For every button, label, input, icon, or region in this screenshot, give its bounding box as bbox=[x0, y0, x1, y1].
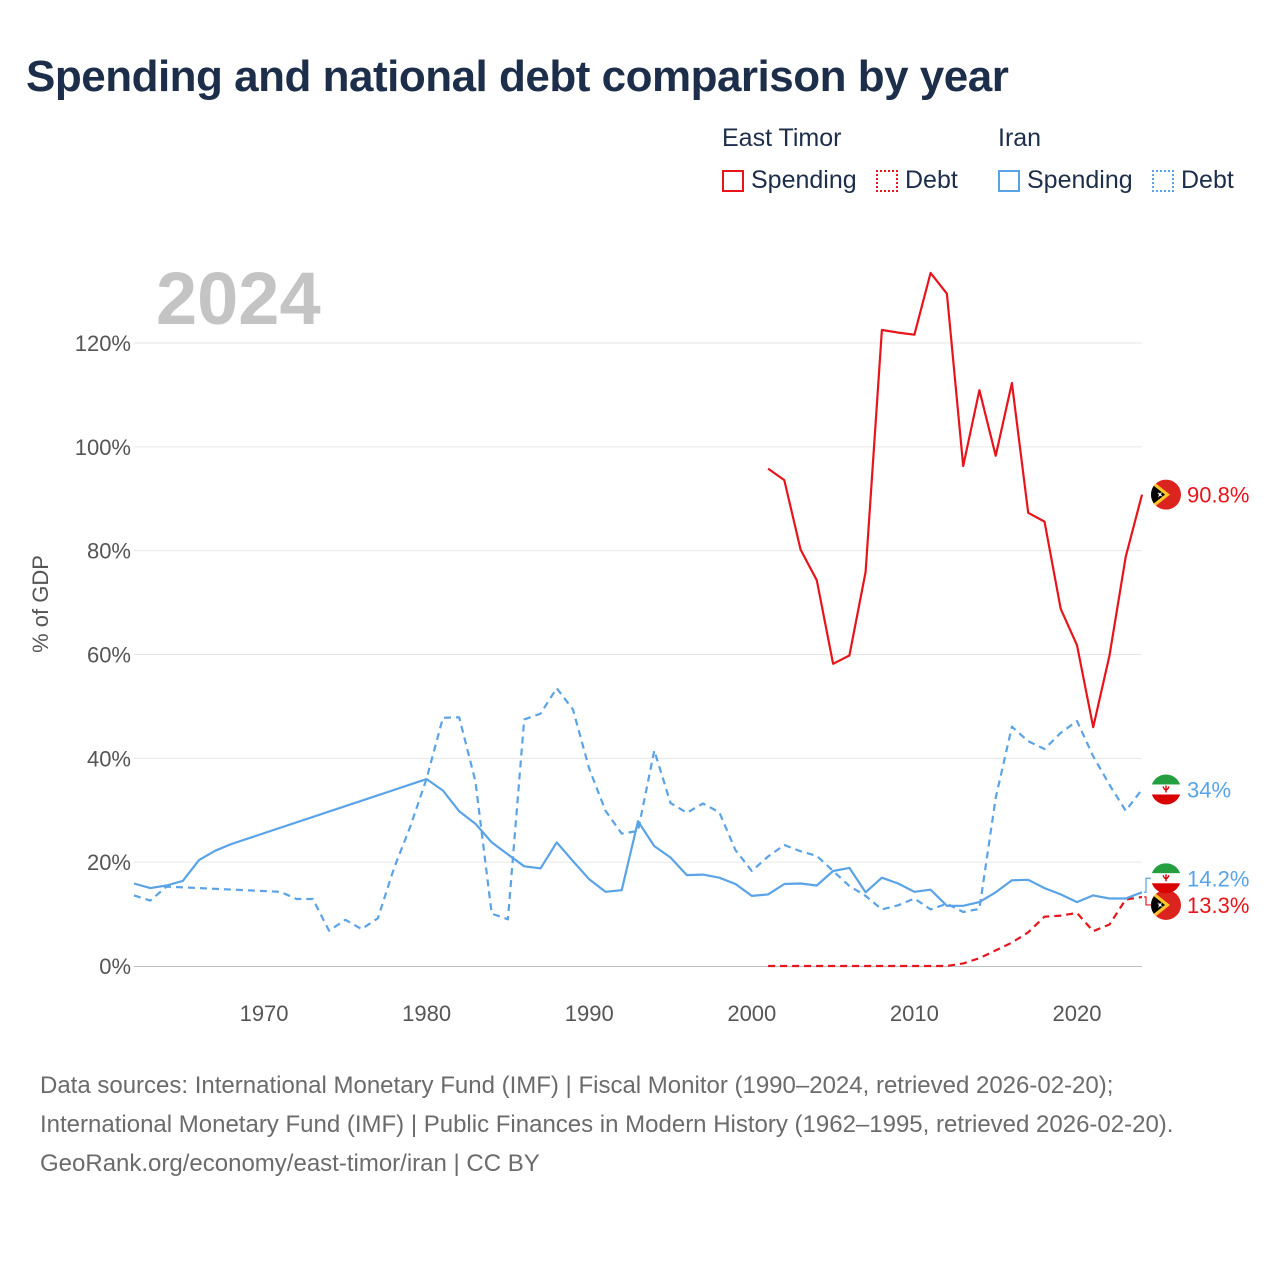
end-marker-east-timor-debt: 13.3% bbox=[1144, 889, 1249, 920]
footer: Data sources: International Monetary Fun… bbox=[40, 1066, 1240, 1183]
y-tick-label: 0% bbox=[99, 954, 131, 979]
end-marker-iran-debt: 34% bbox=[1151, 774, 1231, 805]
x-axis-ticks: 1970 1980 1990 2000 2010 2020 bbox=[240, 1001, 1102, 1026]
y-tick-label: 80% bbox=[87, 539, 131, 564]
series-line-iran-spending[interactable] bbox=[133, 778, 1143, 907]
east-timor-flag-icon bbox=[1151, 479, 1181, 510]
y-axis-ticks: 0% 20% 40% 60% 80% 100% 120% bbox=[75, 331, 131, 979]
y-tick-label: 100% bbox=[75, 435, 131, 460]
legend-item-east-timor-spending[interactable]: Spending bbox=[722, 166, 857, 195]
legend-item-label: Spending bbox=[751, 166, 857, 194]
leader-line bbox=[1144, 896, 1152, 906]
y-tick-label: 120% bbox=[75, 331, 131, 356]
end-marker-iran-spending: 14.2% bbox=[1144, 863, 1249, 894]
x-tick-label: 2020 bbox=[1052, 1001, 1101, 1026]
legend-item-iran-debt[interactable]: Debt bbox=[1152, 166, 1234, 195]
iran-flag-icon bbox=[1151, 774, 1181, 805]
line-chart: 2024 0% 20% 40% 60% 80% 100% 120% 1970 1980 1990… bbox=[28, 257, 1249, 1026]
x-tick-label: 2010 bbox=[890, 1001, 939, 1026]
end-value-label: 14.2% bbox=[1187, 866, 1249, 891]
leader-line bbox=[1144, 877, 1152, 893]
end-markers: 90.8% 13.3%14.2% 34% bbox=[1144, 479, 1249, 920]
y-tick-label: 20% bbox=[87, 850, 131, 875]
y-tick-label: 60% bbox=[87, 643, 131, 668]
chart-title: Spending and national debt comparison by… bbox=[26, 52, 1009, 101]
y-tick-label: 40% bbox=[87, 746, 131, 771]
credit-link[interactable]: GeoRank.org/economy/east-timor/iran | CC… bbox=[40, 1150, 540, 1177]
legend-item-label: Spending bbox=[1027, 166, 1133, 194]
legend-item-label: Debt bbox=[905, 166, 958, 194]
y-axis-label: % of GDP bbox=[28, 555, 53, 653]
data-sources: Data sources: International Monetary Fun… bbox=[40, 1072, 1174, 1138]
series-lines bbox=[133, 271, 1144, 968]
series-line-east-timor-spending[interactable] bbox=[767, 271, 1144, 729]
gridlines bbox=[134, 342, 1142, 863]
legend-swatch-dotted-blue bbox=[1152, 169, 1174, 192]
end-marker-east-timor-spending: 90.8% bbox=[1151, 479, 1249, 510]
legend-item-east-timor-debt[interactable]: Debt bbox=[876, 166, 958, 195]
legend-swatch-dotted-red bbox=[876, 169, 898, 192]
legend-item-label: Debt bbox=[1181, 166, 1234, 194]
legend-country-east-timor: East Timor bbox=[722, 124, 842, 152]
legend-swatch-solid-red bbox=[722, 169, 744, 192]
x-tick-label: 2000 bbox=[727, 1001, 776, 1026]
series-line-east-timor-debt[interactable] bbox=[768, 895, 1143, 968]
end-value-label: 90.8% bbox=[1187, 483, 1249, 508]
east-timor-flag-icon bbox=[1151, 889, 1181, 920]
end-value-label: 13.3% bbox=[1187, 893, 1249, 918]
x-tick-label: 1970 bbox=[240, 1001, 289, 1026]
year-watermark: 2024 bbox=[156, 257, 321, 340]
iran-flag-icon bbox=[1151, 863, 1181, 894]
legend-swatch-solid-blue bbox=[998, 169, 1020, 192]
legend-country-iran: Iran bbox=[998, 124, 1042, 152]
legend-item-iran-spending[interactable]: Spending bbox=[998, 166, 1133, 195]
x-tick-label: 1980 bbox=[402, 1001, 451, 1026]
x-tick-label: 1990 bbox=[565, 1001, 614, 1026]
end-value-label: 34% bbox=[1187, 777, 1231, 802]
